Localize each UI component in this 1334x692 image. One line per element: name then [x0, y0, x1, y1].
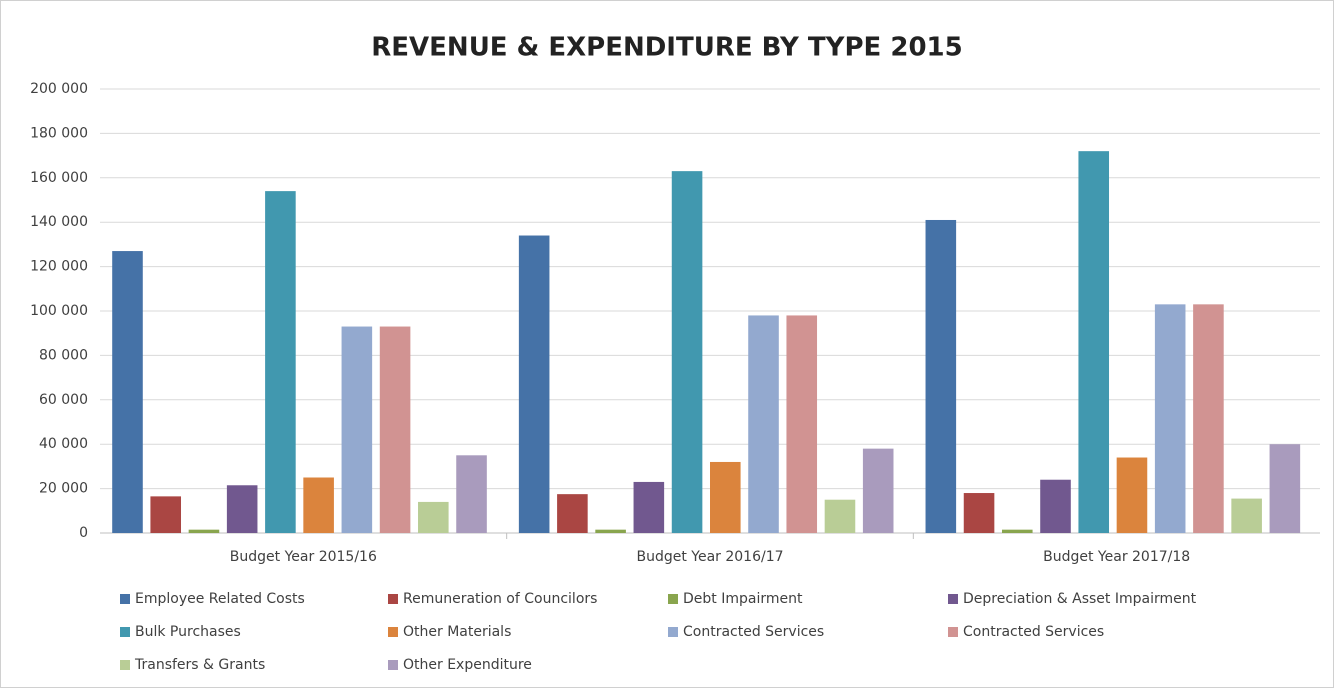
bar	[1269, 444, 1301, 533]
legend-swatch	[120, 594, 130, 604]
bar	[595, 529, 626, 533]
bar	[963, 493, 995, 533]
x-tick-label: Budget Year 2017/18	[1043, 549, 1190, 565]
legend-label: Bulk Purchases	[135, 624, 241, 640]
bar	[557, 494, 588, 533]
legend-swatch	[948, 594, 958, 604]
legend-swatch	[388, 627, 398, 637]
bar	[748, 315, 779, 533]
bar	[112, 251, 143, 533]
y-tick-label: 100 000	[30, 303, 88, 319]
y-tick-label: 160 000	[30, 170, 88, 186]
legend-label: Employee Related Costs	[135, 591, 305, 607]
legend-label: Transfers & Grants	[134, 657, 265, 673]
legend-label: Contracted Services	[963, 624, 1104, 640]
bar	[379, 326, 411, 533]
legend-swatch	[668, 594, 678, 604]
bar	[862, 448, 894, 533]
y-tick-label: 60 000	[39, 392, 88, 408]
y-tick-label: 80 000	[39, 347, 88, 363]
x-tick-label: Budget Year 2016/17	[636, 549, 783, 565]
legend-swatch	[388, 660, 398, 670]
legend-label: Debt Impairment	[683, 591, 803, 607]
legend-label: Remuneration of Councilors	[403, 591, 597, 607]
bar	[188, 529, 220, 533]
y-tick-label: 120 000	[30, 259, 88, 275]
bar	[1193, 304, 1224, 533]
y-tick-label: 140 000	[30, 214, 88, 230]
legend-swatch	[120, 660, 130, 670]
y-tick-label: 40 000	[39, 436, 88, 452]
legend-swatch	[388, 594, 398, 604]
bar	[1154, 304, 1186, 533]
y-tick-label: 20 000	[39, 481, 88, 497]
bar	[418, 501, 449, 533]
y-tick-label: 180 000	[30, 125, 88, 141]
bar	[1231, 498, 1262, 533]
legend-swatch	[948, 627, 958, 637]
x-tick-label: Budget Year 2015/16	[230, 549, 377, 565]
bar	[341, 326, 373, 533]
bar	[265, 191, 296, 533]
bar	[633, 481, 665, 533]
legend-label: Other Expenditure	[403, 657, 532, 673]
bar	[303, 477, 334, 533]
chart-title: REVENUE & EXPENDITURE BY TYPE 2015	[371, 33, 962, 63]
legend-label: Depreciation & Asset Impairment	[963, 591, 1197, 607]
y-tick-label: 200 000	[30, 81, 88, 97]
bar	[1040, 479, 1071, 533]
bar	[456, 455, 487, 533]
legend-label: Other Materials	[403, 624, 511, 640]
bar	[710, 461, 741, 533]
bar	[1116, 457, 1148, 533]
y-tick-label: 0	[79, 525, 88, 541]
legend-swatch	[668, 627, 678, 637]
legend-label: Contracted Services	[683, 624, 824, 640]
bar	[226, 485, 258, 533]
bar	[1001, 529, 1033, 533]
bar	[518, 235, 550, 533]
bar	[671, 171, 703, 533]
bar	[824, 499, 856, 533]
legend-swatch	[120, 627, 130, 637]
bar	[925, 219, 957, 534]
bar	[786, 315, 818, 533]
bar	[150, 496, 182, 533]
bar	[1078, 151, 1110, 533]
